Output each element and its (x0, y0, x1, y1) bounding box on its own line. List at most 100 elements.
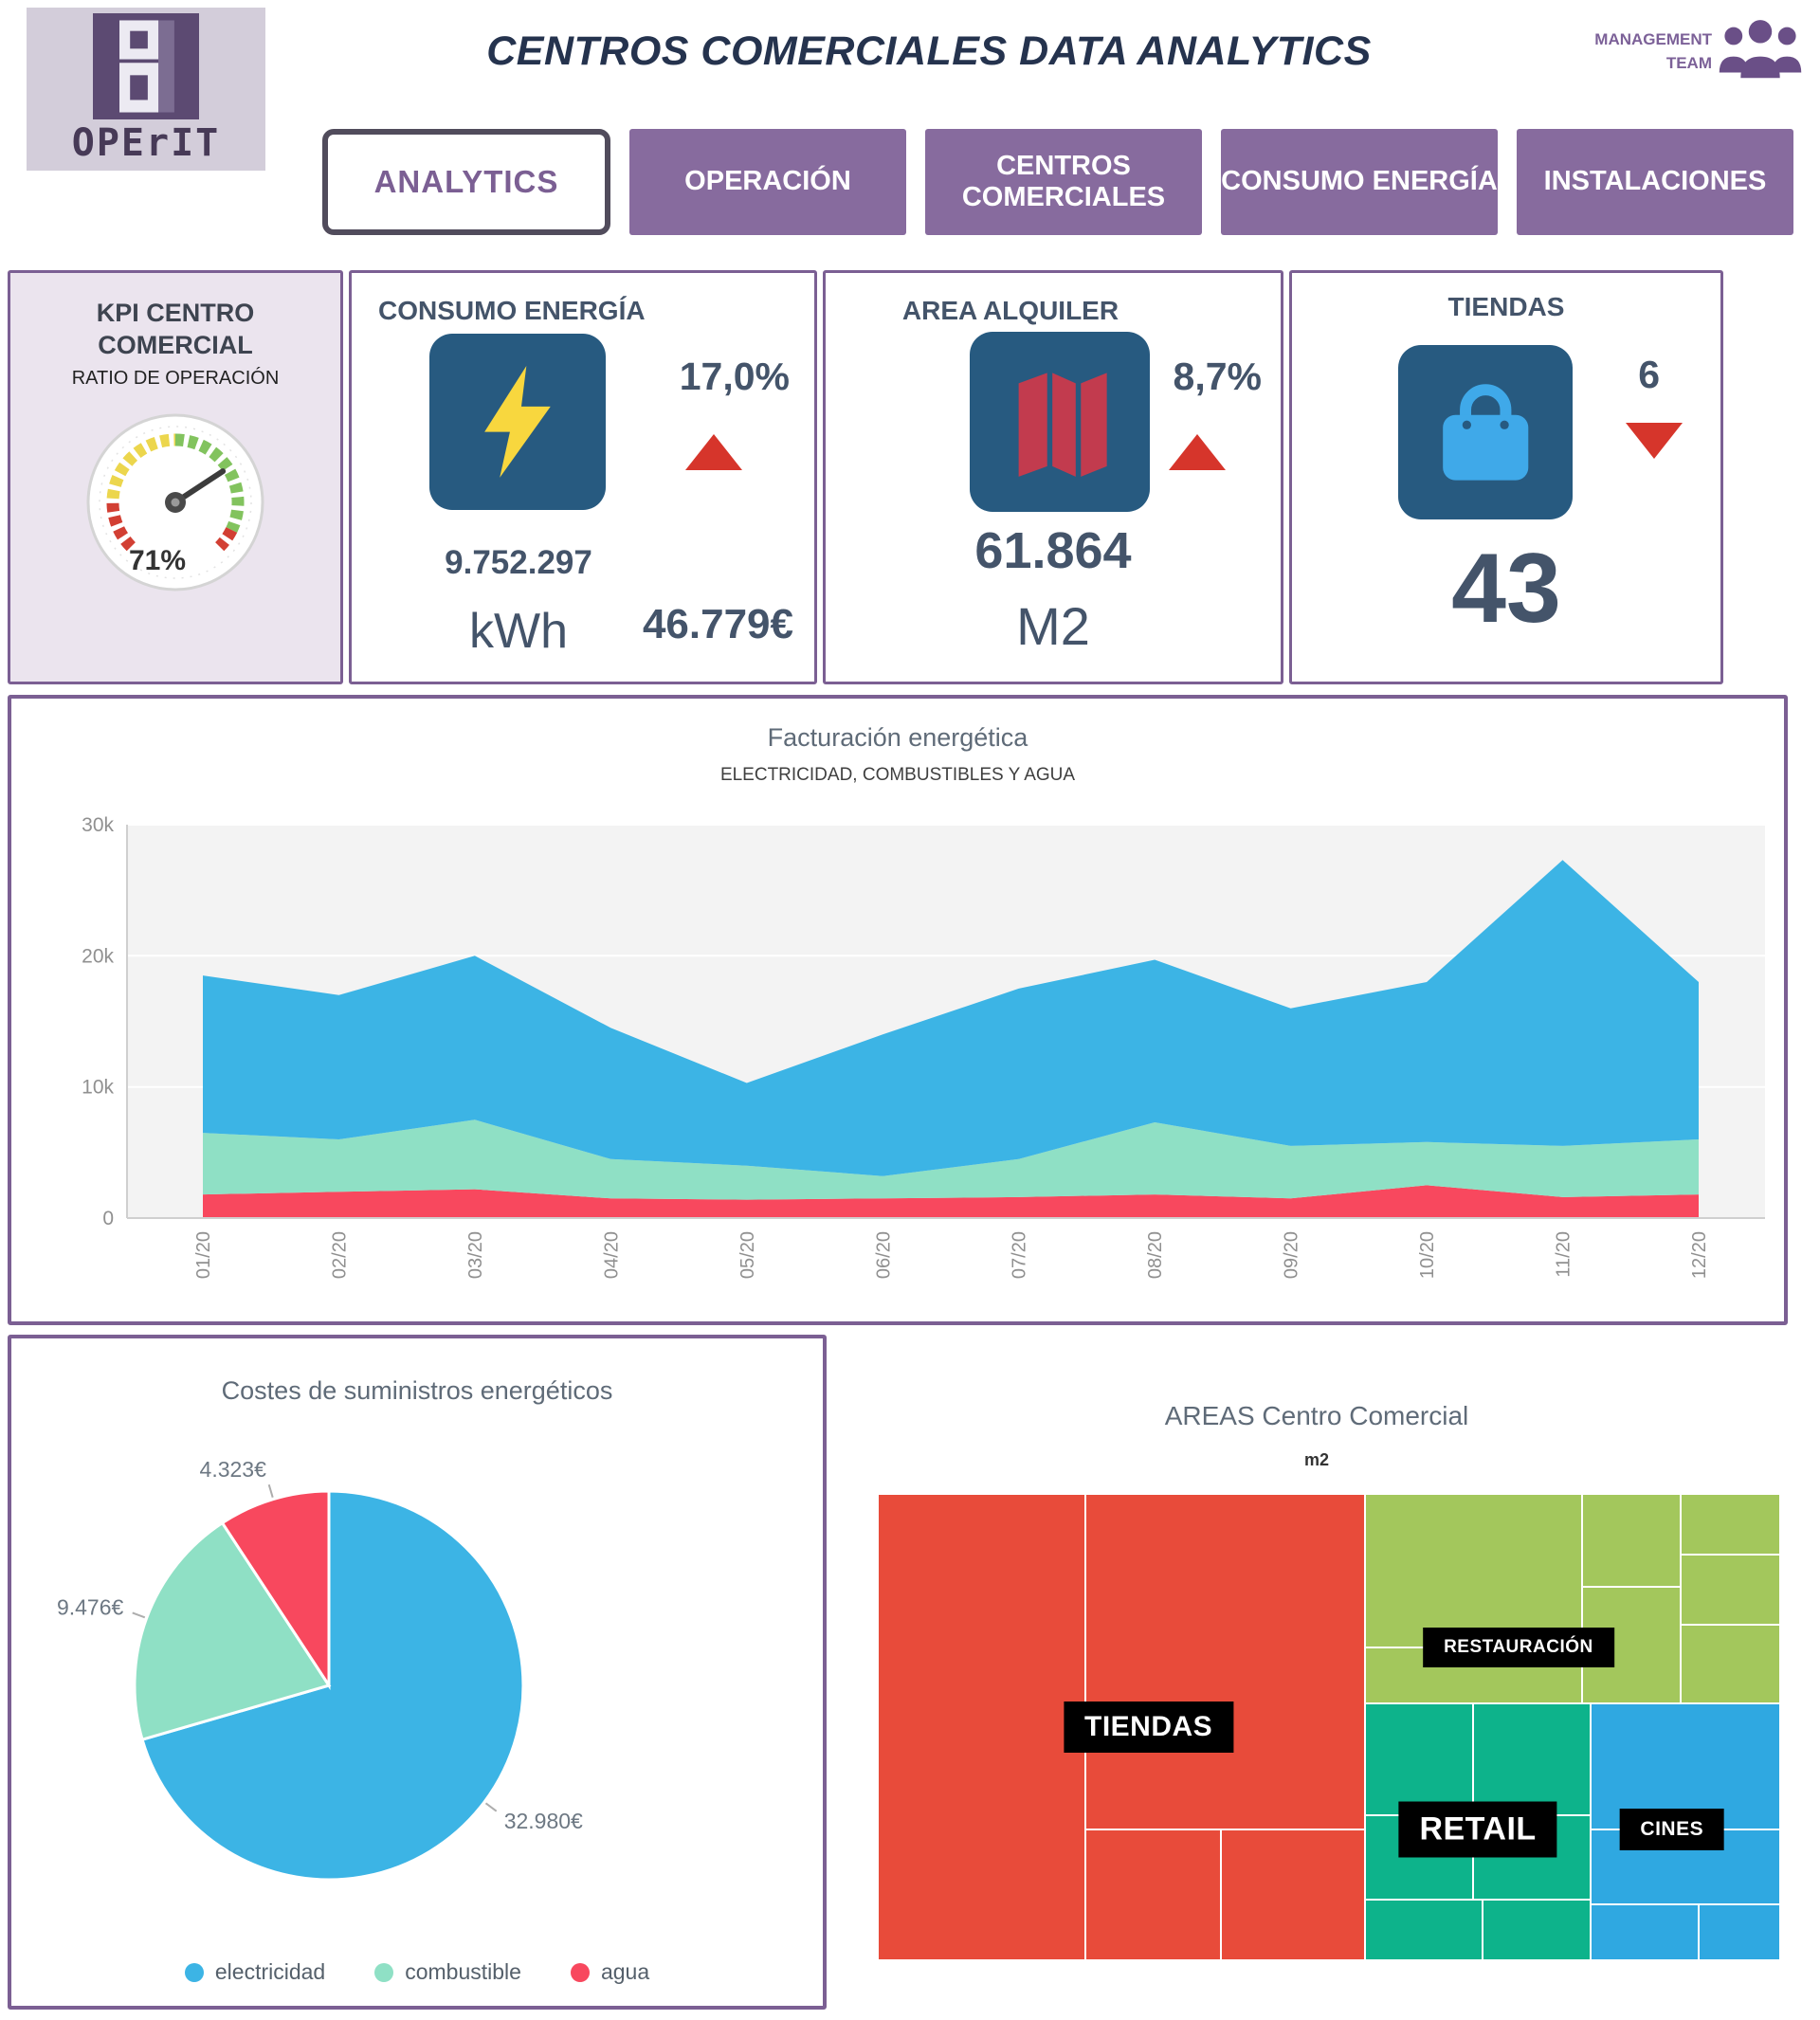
legend-item-electricidad[interactable]: electricidad (184, 1959, 326, 1985)
gauge-subtitle: RATIO DE OPERACIÓN (71, 367, 280, 389)
energy-billing-chart-card: Facturación energética ELECTRICIDAD, COM… (8, 695, 1788, 1325)
svg-text:4.323€: 4.323€ (200, 1457, 267, 1482)
kpi-energy-value: 9.752.297 (445, 544, 592, 581)
treemap-cell-retail[interactable] (1473, 1703, 1592, 1816)
treemap-cell-cines[interactable] (1591, 1903, 1700, 1960)
kpi-stores-value: 43 (1451, 534, 1561, 644)
operit-logo: OPErIT (27, 8, 265, 171)
svg-text:07/20: 07/20 (1010, 1231, 1030, 1279)
kpi-area-delta: 8,7% (1173, 355, 1262, 398)
tab-centros-comerciales[interactable]: CENTROS COMERCIALES (925, 129, 1202, 235)
treemap-title: AREAS Centro Comercial (1164, 1401, 1469, 1430)
kpi-energy-delta: 17,0% (679, 355, 790, 398)
kpi-stores-card: TIENDAS 6 43 (1289, 270, 1723, 684)
kpi-rental-area-card: AREA ALQUILER 8,7% 61.864 M2 (823, 270, 1283, 684)
areas-treemap-card: AREAS Centro Comercial m2 TIENDAS RESTAUR… (840, 1335, 1793, 2010)
svg-text:09/20: 09/20 (1282, 1231, 1302, 1279)
nav-tabs: ANALYTICS OPERACIÓN CENTROS COMERCIALES … (322, 129, 1793, 235)
treemap-label-cines: CINES (1619, 1809, 1725, 1851)
page-title: CENTROS COMERCIALES DATA ANALYTICS (486, 28, 1372, 74)
trend-down-icon (1626, 423, 1683, 459)
billing-chart-title: Facturación energética (767, 723, 1028, 752)
tab-analytics[interactable]: ANALYTICS (322, 129, 610, 235)
svg-text:10/20: 10/20 (1417, 1231, 1438, 1279)
treemap-cell-restauración[interactable] (1581, 1494, 1682, 1588)
map-icon (970, 332, 1150, 512)
treemap-cell-restauración[interactable] (1681, 1554, 1780, 1625)
gauge-title: KPI CENTRO COMERCIAL (96, 299, 255, 359)
svg-text:30k: 30k (82, 814, 114, 836)
treemap-cell-tiendas[interactable] (1084, 1494, 1366, 1830)
kpi-area-value: 61.864 (974, 522, 1132, 579)
svg-text:08/20: 08/20 (1145, 1231, 1166, 1279)
svg-text:71%: 71% (129, 545, 186, 576)
svg-text:06/20: 06/20 (873, 1231, 894, 1279)
svg-text:04/20: 04/20 (601, 1231, 622, 1279)
costs-pie-chart[interactable]: 32.980€ 9.476€ 4.323€ (11, 1422, 823, 1948)
svg-text:20k: 20k (82, 945, 114, 967)
treemap-cell-retail[interactable] (1365, 1900, 1483, 1960)
svg-text:32.980€: 32.980€ (504, 1809, 583, 1833)
kpi-energy-card: CONSUMO ENERGÍA 17,0% 9.752.297 kWh 46.7… (349, 270, 817, 684)
treemap-cell-tiendas[interactable] (1220, 1829, 1366, 1960)
costs-pie-card: Costes de suministros energéticos 32.980… (8, 1335, 827, 2010)
treemap-subtitle: m2 (1303, 1450, 1329, 1469)
svg-text:01/20: 01/20 (193, 1231, 214, 1279)
kpi-energy-unit: kWh (469, 604, 568, 659)
legend-item-agua[interactable]: agua (570, 1959, 650, 1985)
svg-text:05/20: 05/20 (737, 1231, 758, 1279)
legend-label: combustible (405, 1959, 521, 1984)
trend-up-icon (685, 434, 742, 470)
kpi-gauge-card: KPI CENTRO COMERCIAL RATIO DE OPERACIÓN … (8, 270, 343, 684)
svg-text:12/20: 12/20 (1689, 1231, 1710, 1279)
management-team: MANAGEMENT TEAM (1585, 13, 1805, 89)
svg-text:9.476€: 9.476€ (57, 1595, 124, 1620)
treemap-cell-cines[interactable] (1699, 1903, 1780, 1960)
operation-ratio-gauge: 71% (86, 413, 264, 591)
treemap-cell-restauración[interactable] (1581, 1587, 1682, 1704)
kpi-stores-delta: 6 (1638, 353, 1660, 396)
trend-up-icon (1169, 434, 1226, 470)
treemap-cell-restauración[interactable] (1681, 1624, 1780, 1704)
treemap-cell-restauración[interactable] (1365, 1494, 1582, 1648)
pie-legend: electricidad combustible agua (11, 1959, 823, 1985)
treemap-label-restauración: RESTAURACIÓN (1423, 1628, 1614, 1668)
treemap-cell-tiendas[interactable] (1084, 1829, 1221, 1960)
stacked-area-chart[interactable]: 0 10k 20k 30k 01/20 02/20 03/20 04/20 05/20 06/20… (13, 801, 1778, 1318)
kpi-energy-title: CONSUMO ENERGÍA (378, 296, 646, 325)
legend-dot (184, 1962, 204, 1982)
treemap-label-tiendas: TIENDAS (1064, 1702, 1234, 1753)
logo-wordmark: OPErIT (71, 121, 221, 165)
shopping-bag-icon (1398, 345, 1573, 519)
tab-operacion[interactable]: OPERACIÓN (629, 129, 906, 235)
legend-item-combustible[interactable]: combustible (374, 1959, 521, 1985)
svg-text:03/20: 03/20 (465, 1231, 486, 1279)
kpi-area-title: AREA ALQUILER (901, 296, 1119, 325)
treemap-cell-cines[interactable] (1591, 1703, 1780, 1830)
treemap-cell-tiendas[interactable] (878, 1494, 1085, 1960)
pie-chart-title: Costes de suministros energéticos (221, 1376, 613, 1405)
areas-treemap[interactable]: TIENDAS RESTAURACIÓN RETAIL CINES (878, 1494, 1780, 1960)
legend-dot (570, 1962, 590, 1982)
svg-text:0: 0 (102, 1208, 114, 1229)
billing-chart-subtitle: ELECTRICIDAD, COMBUSTIBLES Y AGUA (719, 765, 1076, 785)
treemap-cell-retail[interactable] (1365, 1703, 1474, 1816)
logo-pixel-mark (93, 13, 199, 119)
svg-text:11/20: 11/20 (1554, 1231, 1574, 1278)
people-icon (1719, 20, 1802, 79)
svg-text:02/20: 02/20 (330, 1231, 351, 1279)
treemap-label-retail: RETAIL (1398, 1801, 1557, 1858)
kpi-area-unit: M2 (1016, 596, 1090, 656)
svg-text:10k: 10k (82, 1077, 114, 1099)
tab-instalaciones[interactable]: INSTALACIONES (1517, 129, 1793, 235)
kpi-energy-cost: 46.779€ (642, 601, 793, 647)
kpi-stores-title: TIENDAS (1447, 292, 1565, 321)
legend-dot (374, 1962, 394, 1982)
treemap-cell-restauración[interactable] (1681, 1494, 1780, 1555)
legend-label: agua (600, 1959, 650, 1984)
legend-label: electricidad (214, 1959, 326, 1984)
treemap-cell-retail[interactable] (1482, 1900, 1592, 1960)
team-label: MANAGEMENT TEAM (1594, 29, 1712, 73)
tab-consumo-energia[interactable]: CONSUMO ENERGÍA (1221, 129, 1498, 235)
